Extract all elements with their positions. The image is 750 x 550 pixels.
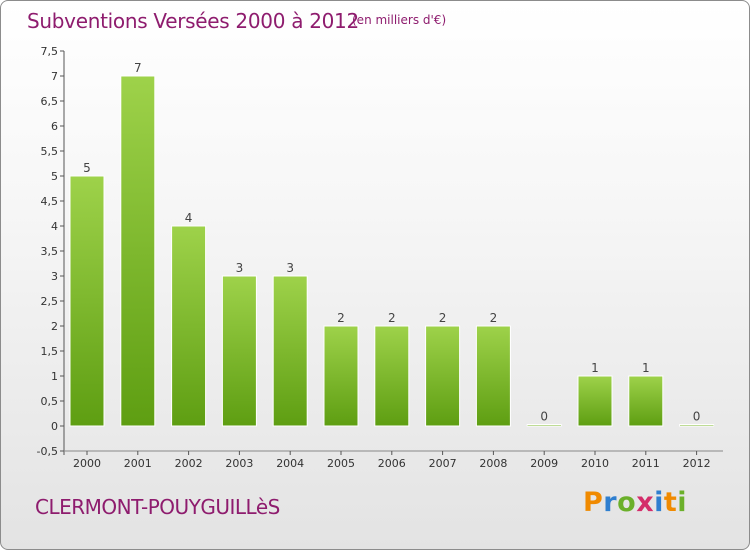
- data-label: 0: [540, 410, 548, 424]
- bar: [425, 325, 461, 427]
- bar: [272, 275, 308, 427]
- data-label: 2: [388, 311, 396, 325]
- data-label: 5: [83, 161, 91, 175]
- chart-unit-label: (en milliers d'€): [352, 13, 447, 27]
- commune-name: CLERMONT-POUYGUILLèS: [35, 495, 280, 519]
- bar: [120, 75, 156, 427]
- logo-letter: x: [636, 487, 655, 518]
- chart-title: Subventions Versées 2000 à 2012: [27, 9, 359, 33]
- x-tick-label: 2001: [124, 457, 152, 470]
- bar: [577, 375, 613, 427]
- y-tick-label: -0,5: [37, 445, 58, 458]
- data-label: 2: [490, 311, 498, 325]
- data-label: 7: [134, 61, 142, 75]
- logo-letter: t: [663, 487, 678, 518]
- bar: [69, 175, 105, 427]
- data-label: 2: [337, 311, 345, 325]
- bar: [628, 375, 664, 427]
- data-label: 1: [642, 361, 650, 375]
- bar: [679, 424, 715, 427]
- logo-letter: P: [583, 487, 604, 518]
- y-tick-label: 4: [51, 220, 58, 233]
- bar: [374, 325, 410, 427]
- logo-letter: o: [617, 487, 637, 518]
- data-label: 3: [286, 261, 294, 275]
- y-tick-label: 6: [51, 120, 58, 133]
- y-tick-label: 3,5: [41, 245, 59, 258]
- x-tick-label: 2010: [581, 457, 609, 470]
- x-tick-label: 2011: [632, 457, 660, 470]
- logo-letter: i: [654, 487, 664, 518]
- x-tick-label: 2012: [683, 457, 711, 470]
- y-tick-label: 5: [51, 170, 58, 183]
- y-tick-label: 7: [51, 70, 58, 83]
- bar: [171, 225, 207, 427]
- y-tick-label: 7,5: [41, 45, 59, 58]
- y-tick-label: 3: [51, 270, 58, 283]
- bar: [475, 325, 511, 427]
- y-tick-label: 0: [51, 420, 58, 433]
- x-tick-label: 2002: [175, 457, 203, 470]
- bar: [526, 424, 562, 427]
- x-tick-label: 2007: [429, 457, 457, 470]
- bar: [221, 275, 257, 427]
- x-tick-label: 2003: [225, 457, 253, 470]
- x-tick-label: 2005: [327, 457, 355, 470]
- y-tick-label: 0,5: [41, 395, 59, 408]
- y-tick-label: 2: [51, 320, 58, 333]
- y-tick-label: 6,5: [41, 95, 59, 108]
- x-tick-label: 2006: [378, 457, 406, 470]
- x-tick-label: 2008: [479, 457, 507, 470]
- data-label: 4: [185, 211, 193, 225]
- data-label: 0: [693, 410, 701, 424]
- y-tick-label: 1: [51, 370, 58, 383]
- proxiti-logo[interactable]: Proxiti: [583, 487, 687, 518]
- y-tick-label: 2,5: [41, 295, 59, 308]
- data-label: 2: [439, 311, 447, 325]
- y-tick-label: 4,5: [41, 195, 59, 208]
- y-tick-label: 1,5: [41, 345, 59, 358]
- bar: [323, 325, 359, 427]
- logo-letter: r: [603, 487, 618, 518]
- logo-letter: i: [677, 487, 688, 518]
- x-tick-label: 2004: [276, 457, 304, 470]
- y-tick-label: 5,5: [41, 145, 59, 158]
- data-label: 3: [236, 261, 244, 275]
- x-tick-label: 2009: [530, 457, 558, 470]
- data-label: 1: [591, 361, 599, 375]
- x-tick-label: 2000: [73, 457, 101, 470]
